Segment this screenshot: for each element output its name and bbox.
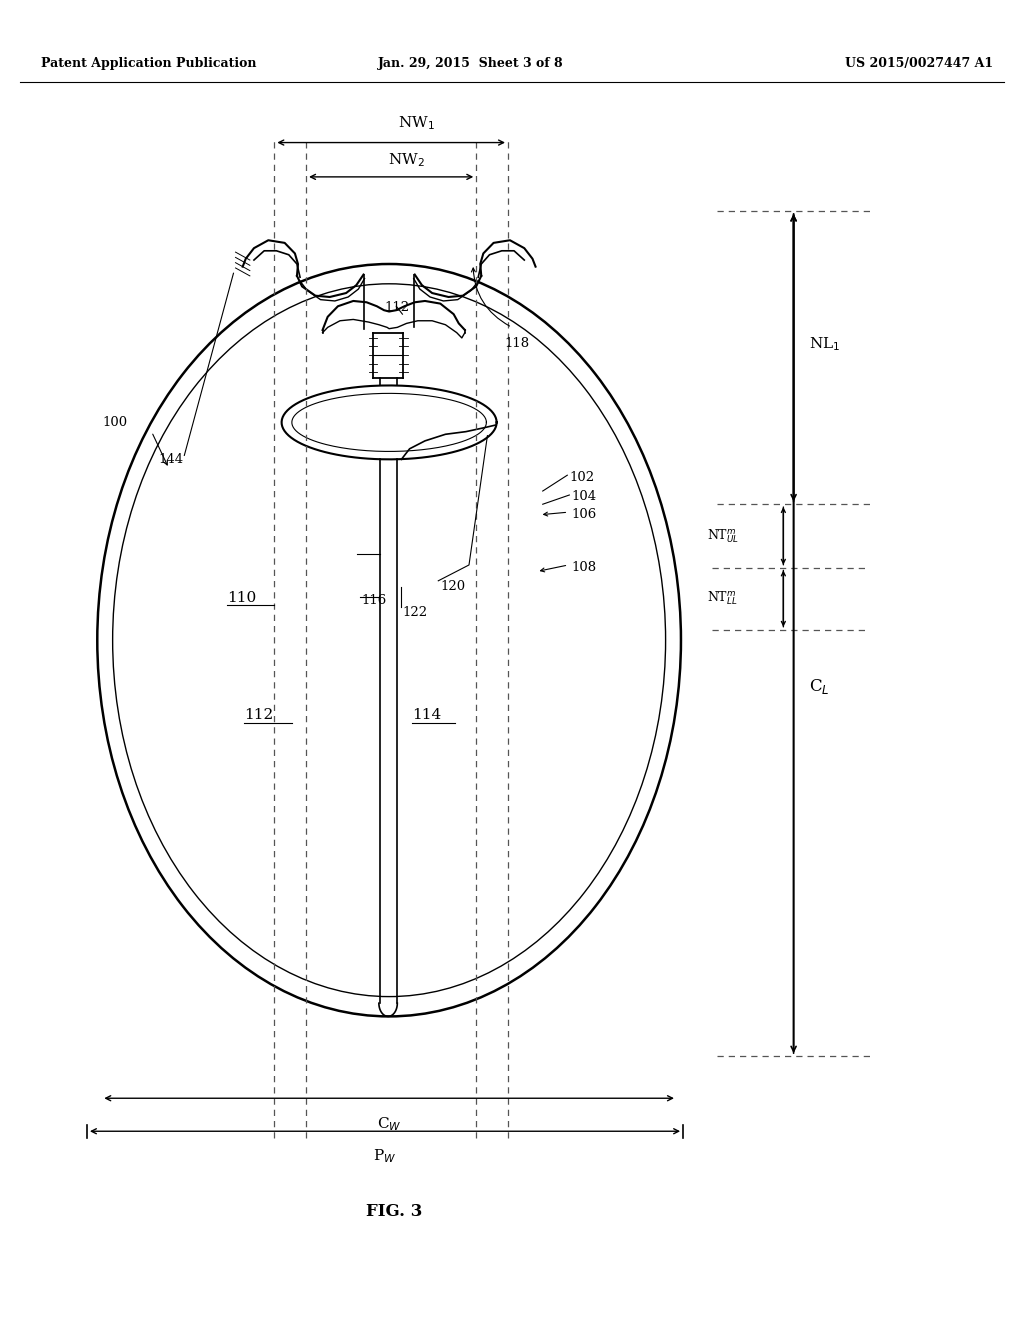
- Text: 110: 110: [227, 591, 257, 605]
- Text: 102: 102: [569, 471, 595, 484]
- Text: Patent Application Publication: Patent Application Publication: [41, 57, 256, 70]
- Text: 144: 144: [159, 453, 184, 466]
- Text: 116: 116: [361, 594, 387, 607]
- Text: C$_W$: C$_W$: [377, 1115, 401, 1133]
- Text: FIG. 3: FIG. 3: [366, 1204, 423, 1220]
- Text: 108: 108: [571, 561, 597, 574]
- Text: 120: 120: [440, 579, 466, 593]
- Text: 106: 106: [571, 508, 597, 521]
- Text: 112: 112: [244, 709, 273, 722]
- Text: C$_L$: C$_L$: [809, 677, 829, 696]
- Text: 114: 114: [412, 709, 441, 722]
- Text: Jan. 29, 2015  Sheet 3 of 8: Jan. 29, 2015 Sheet 3 of 8: [378, 57, 564, 70]
- Text: NT$^m_{LL}$: NT$^m_{LL}$: [707, 590, 737, 607]
- Text: 122: 122: [402, 606, 428, 619]
- Text: P$_W$: P$_W$: [374, 1147, 396, 1164]
- Text: NW$_2$: NW$_2$: [388, 152, 425, 169]
- Text: 118: 118: [505, 337, 530, 350]
- Text: 100: 100: [102, 416, 128, 429]
- Text: NW$_1$: NW$_1$: [398, 115, 435, 132]
- Text: 104: 104: [571, 490, 597, 503]
- Text: NT$^m_{UL}$: NT$^m_{UL}$: [707, 527, 738, 545]
- Text: US 2015/0027447 A1: US 2015/0027447 A1: [845, 57, 993, 70]
- Text: 112: 112: [384, 301, 410, 314]
- Text: NL$_1$: NL$_1$: [809, 335, 841, 354]
